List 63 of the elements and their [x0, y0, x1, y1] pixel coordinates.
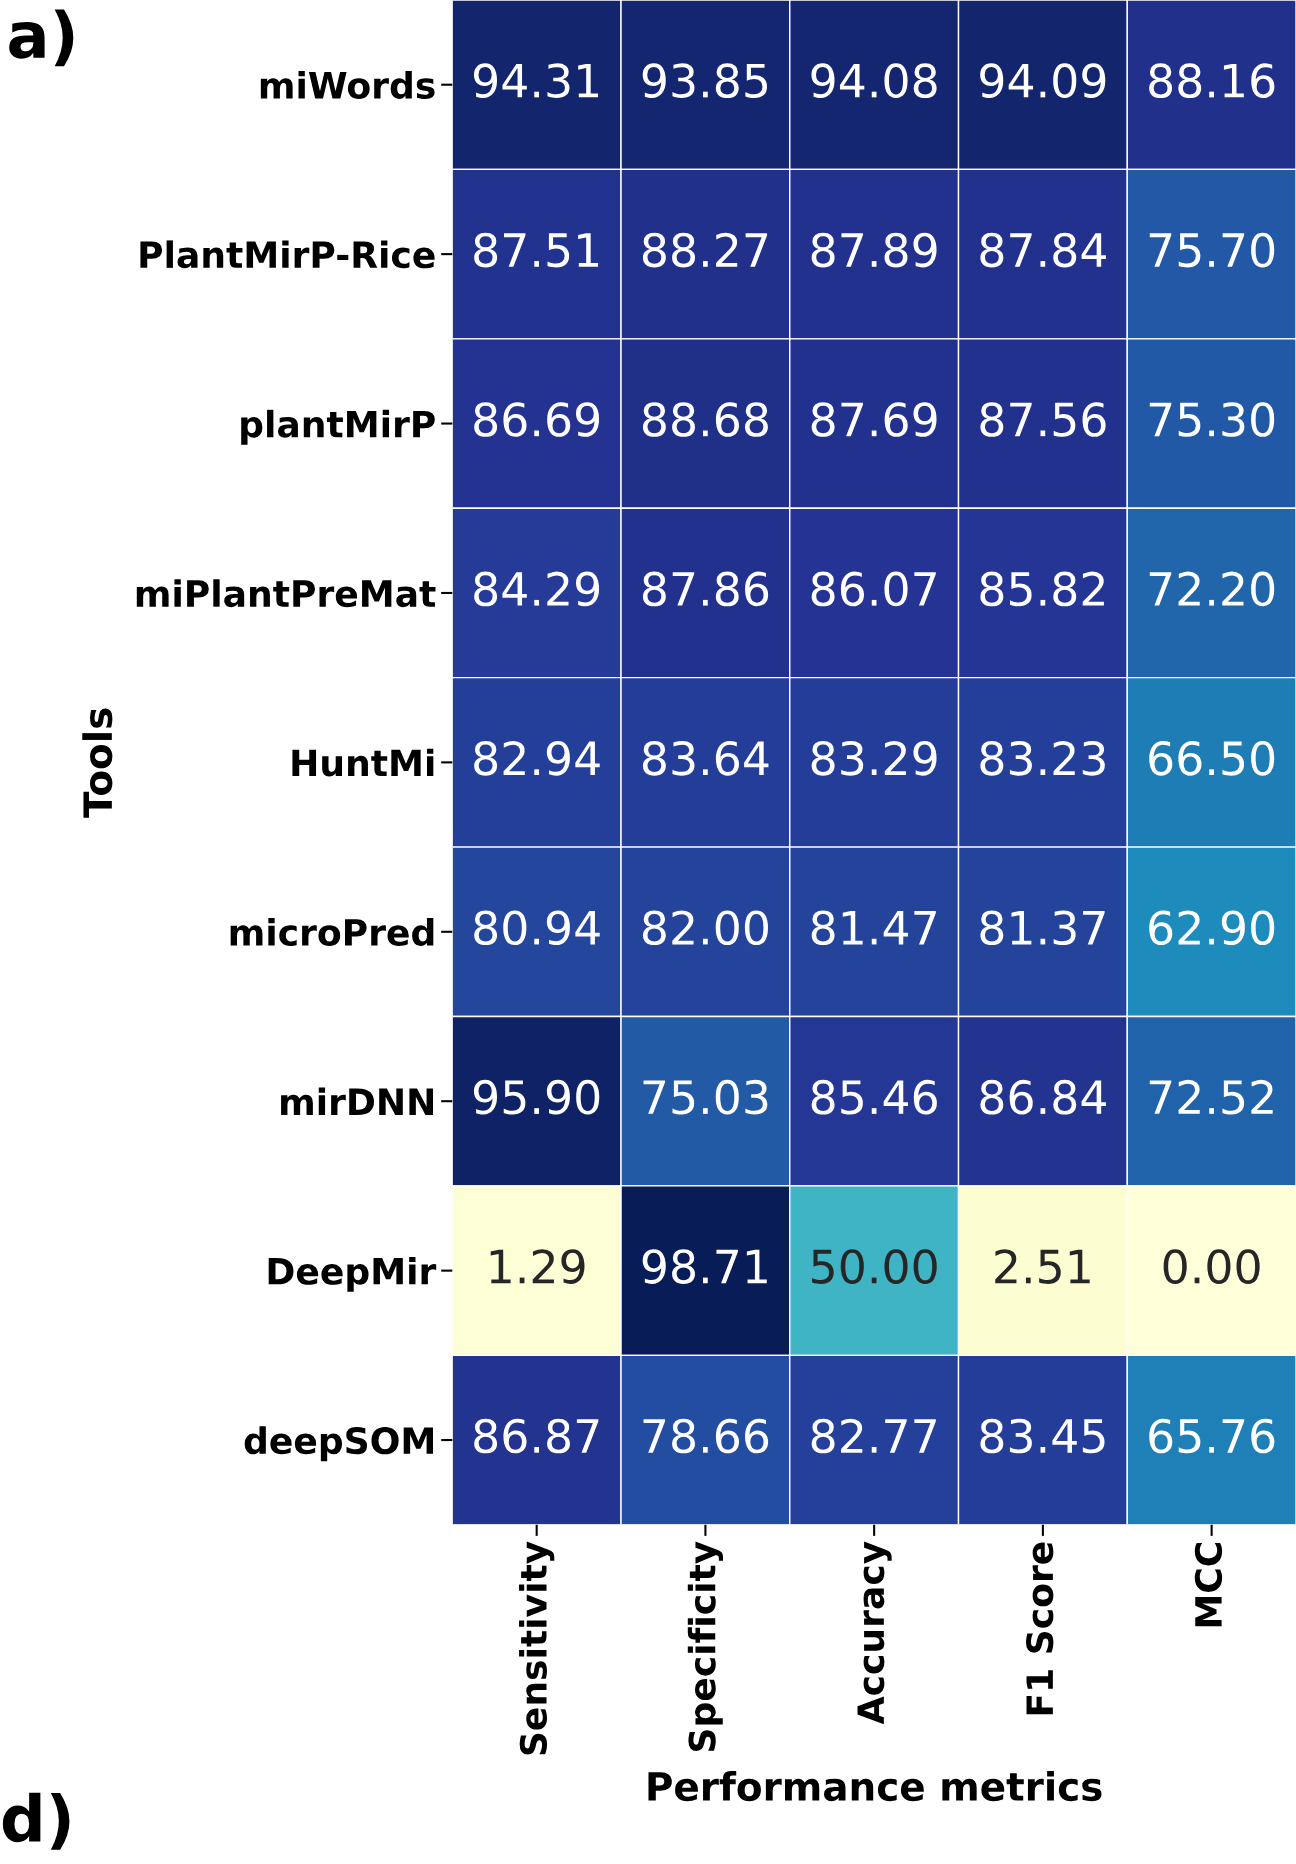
x-tick-label: Sensitivity	[519, 1541, 555, 1755]
data-label: 83.45	[980, 1418, 1105, 1454]
data-label: 86.84	[980, 1079, 1106, 1115]
y-axis-title: Tools	[82, 708, 113, 818]
y-tick-label: microPred	[230, 918, 434, 947]
data-label: 75.70	[1149, 232, 1275, 268]
data-label: 94.08	[811, 63, 937, 99]
x-tick-label: MCC	[1194, 1543, 1223, 1627]
data-label: 0.00	[1163, 1249, 1260, 1284]
data-label: 87.69	[811, 402, 937, 437]
data-label: 83.64	[642, 741, 769, 776]
data-label: 62.90	[1149, 910, 1275, 946]
data-label: 1.29	[490, 1249, 585, 1284]
data-label: 94.31	[473, 63, 599, 99]
data-label: 75.30	[1149, 402, 1275, 437]
data-label: 2.51	[995, 1249, 1090, 1284]
data-label: 88.27	[642, 232, 768, 268]
data-label: 87.51	[474, 232, 599, 268]
data-label: 87.56	[980, 402, 1106, 437]
data-label: 72.20	[1149, 571, 1275, 607]
x-tick-label: Specificity	[687, 1541, 724, 1751]
data-label: 88.68	[642, 402, 768, 437]
data-label: 80.94	[474, 910, 600, 946]
data-label: 84.29	[474, 571, 600, 607]
x-tick-label: Accuracy	[857, 1541, 892, 1725]
data-label: 87.86	[642, 571, 769, 607]
y-tick-label: deepSOM	[244, 1426, 433, 1462]
data-label: 66.50	[1149, 741, 1275, 776]
data-label: 87.89	[811, 232, 937, 268]
data-label: 82.94	[474, 741, 600, 776]
data-label: 86.69	[474, 402, 600, 437]
y-tick-label: miPlantPreMat	[136, 579, 436, 608]
data-label: 81.47	[811, 910, 936, 946]
data-label: 50.00	[812, 1249, 937, 1284]
data-label: 78.66	[643, 1418, 769, 1454]
data-label: 94.09	[980, 63, 1106, 99]
data-label: 95.90	[473, 1079, 600, 1115]
y-tick-label: HuntMi	[292, 748, 434, 777]
data-label: 85.82	[980, 571, 1104, 607]
data-label: 88.16	[1149, 63, 1275, 99]
data-label: 93.85	[642, 63, 768, 99]
data-label: 98.71	[642, 1249, 767, 1284]
y-tick-label: miWords	[260, 70, 435, 99]
y-tick-label: DeepMir	[268, 1256, 437, 1292]
data-label: 72.52	[1149, 1079, 1273, 1115]
x-axis-title: Performance metrics	[648, 1771, 1102, 1802]
data-label: 87.84	[980, 232, 1106, 268]
text: a)	[9, 9, 74, 67]
data-label: 85.46	[811, 1079, 937, 1115]
data-label: 75.03	[643, 1079, 768, 1115]
data-label: 86.87	[474, 1418, 599, 1454]
y-tick-label: plantMirP	[241, 409, 435, 445]
y-tick-label: mirDNN	[281, 1087, 434, 1115]
data-label: 81.37	[980, 910, 1105, 946]
data-label: 83.23	[980, 741, 1105, 776]
data-label: 82.00	[642, 910, 768, 946]
data-label: 86.07	[811, 571, 936, 607]
data-label: 82.77	[811, 1418, 936, 1454]
x-tick-label: F1 Score	[1026, 1542, 1054, 1715]
text: d)	[2, 1792, 70, 1850]
y-tick-label: PlantMirP-Rice	[140, 240, 435, 269]
data-label: 83.29	[811, 741, 937, 776]
data-label: 65.76	[1149, 1418, 1275, 1454]
